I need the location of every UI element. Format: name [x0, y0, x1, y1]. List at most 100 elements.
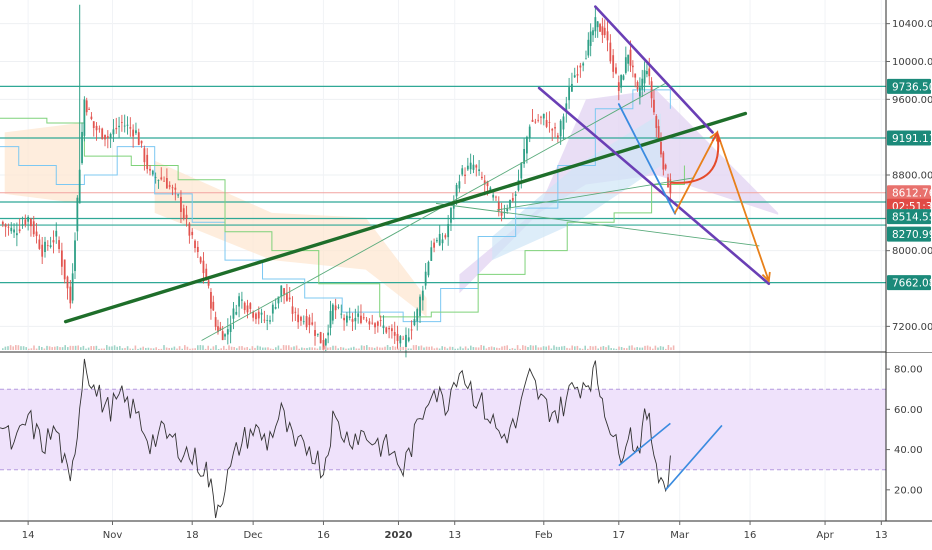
- volume-bar: [584, 345, 586, 350]
- candle-body: [472, 164, 475, 170]
- volume-bar: [197, 345, 199, 350]
- volume-bar: [285, 345, 287, 350]
- volume-bar: [444, 346, 446, 350]
- candle-body: [483, 180, 486, 185]
- candle-body: [269, 320, 271, 322]
- candle-body: [528, 126, 531, 139]
- candle-body: [343, 317, 345, 321]
- volume-bar: [384, 346, 386, 350]
- rsi-axis[interactable]: 80.00 60.00 40.00 20.00: [886, 365, 923, 497]
- volume-bar: [321, 346, 324, 350]
- time-tick-label: 14: [22, 530, 35, 541]
- price-label-badge[interactable]: [887, 209, 931, 225]
- candle-body: [182, 208, 185, 219]
- candle-body: [334, 305, 337, 311]
- candle-body: [413, 319, 416, 326]
- volume-bar: [38, 345, 40, 350]
- candle-body: [362, 317, 365, 319]
- price-pane[interactable]: [0, 0, 886, 520]
- volume-bar: [59, 347, 61, 350]
- candle-body: [648, 68, 651, 77]
- candle-body: [388, 328, 390, 330]
- volume-bar: [657, 347, 659, 350]
- candle-body: [319, 332, 322, 344]
- price-label-badge[interactable]: [887, 226, 931, 242]
- candle-body: [337, 306, 340, 308]
- curved-arrow[interactable]: [670, 133, 720, 184]
- volume-bar: [545, 346, 547, 350]
- candle-body: [120, 122, 123, 123]
- volume-bar: [282, 345, 285, 350]
- volume-bar: [402, 346, 404, 350]
- rsi-tick-label: 60.00: [894, 405, 923, 416]
- drawn-line-0[interactable]: [63, 111, 748, 324]
- drawn-line-1[interactable]: [594, 5, 714, 134]
- volume-bar: [446, 348, 449, 350]
- rsi-pane[interactable]: [0, 358, 886, 519]
- volume-bar: [670, 347, 672, 350]
- volume-bar: [379, 347, 381, 350]
- volume-bar: [358, 348, 360, 350]
- candle-body: [210, 291, 212, 309]
- candle-body: [542, 113, 545, 119]
- volume-bar: [519, 348, 521, 350]
- candle-body: [612, 55, 615, 72]
- volume-bar: [215, 345, 217, 350]
- candle-body: [266, 320, 269, 321]
- rsi-trend-line-0[interactable]: [618, 422, 671, 467]
- candle-body: [137, 132, 140, 145]
- candle-body: [52, 240, 55, 243]
- volume-bar: [529, 345, 532, 350]
- price-label-badge[interactable]: [887, 78, 931, 94]
- candle-body: [405, 334, 407, 347]
- volume-bar: [199, 345, 202, 350]
- volume-bar: [100, 348, 103, 350]
- price-label-badge[interactable]: [887, 275, 931, 291]
- volume-bar: [171, 347, 173, 350]
- candle-body: [617, 82, 620, 91]
- volume-bar: [181, 348, 183, 350]
- volume-bar: [506, 345, 508, 350]
- candle-body: [662, 152, 665, 170]
- volume-bar: [568, 348, 571, 350]
- volume-bar: [295, 345, 298, 350]
- candle-body: [69, 286, 72, 304]
- candle-body: [291, 306, 294, 314]
- time-tick-label: 16: [744, 530, 757, 541]
- trend-line-thin[interactable]: [201, 82, 666, 341]
- volume-bar: [327, 347, 329, 350]
- volume-bar: [449, 346, 451, 350]
- volume-bar: [103, 348, 105, 350]
- drawn-line-2[interactable]: [537, 86, 771, 286]
- candle-body: [492, 194, 495, 198]
- volume-bar: [620, 347, 623, 350]
- candle-body: [277, 296, 280, 304]
- trend-line-thin[interactable]: [496, 177, 694, 211]
- volume-bar: [373, 347, 376, 350]
- candle-body: [7, 226, 10, 228]
- volume-bar: [20, 346, 22, 350]
- time-axis[interactable]: 14 Nov 18 Dec 16 2020 13 Feb 17 Mar 16 Apr 13: [0, 520, 932, 550]
- candle-body: [655, 116, 658, 128]
- candle-body: [517, 180, 520, 191]
- rsi-trend-line-1[interactable]: [665, 424, 723, 491]
- candle-body: [199, 257, 202, 263]
- price-label-badge[interactable]: [887, 185, 931, 201]
- candle-body: [419, 296, 421, 316]
- time-tick-label: Mar: [670, 530, 690, 541]
- volume-bar: [550, 348, 553, 350]
- volume-bar: [93, 346, 95, 350]
- volume-bar: [597, 348, 599, 350]
- volume-bar: [462, 348, 464, 350]
- price-label-text: 7662.08: [892, 278, 932, 290]
- candle-body: [396, 333, 399, 341]
- volume-bar: [202, 345, 204, 350]
- volume-bar: [275, 347, 277, 350]
- price-label-badge[interactable]: [887, 130, 931, 146]
- candle-body: [246, 305, 249, 313]
- candle-body: [481, 176, 483, 179]
- trend-line-thin[interactable]: [435, 202, 760, 247]
- price-axis[interactable]: 10400.00 10000.00 9600.00 8800.00 8000.00 720…: [885, 0, 932, 521]
- drawn-line-3[interactable]: [617, 103, 676, 215]
- volume-bar: [334, 345, 337, 350]
